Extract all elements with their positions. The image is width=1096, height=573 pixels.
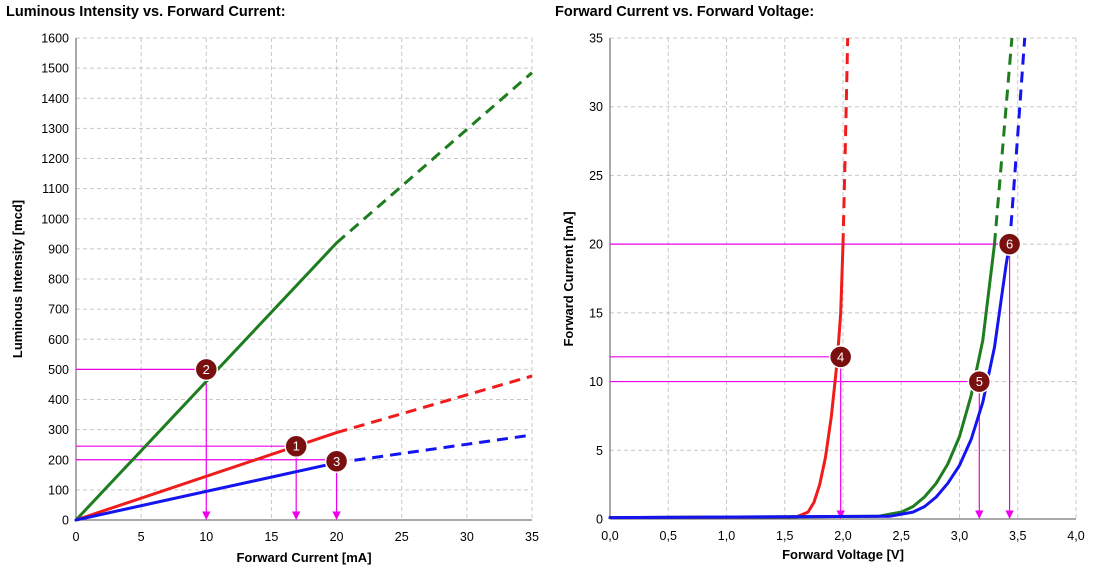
- y-tick-label: 300: [48, 423, 69, 437]
- y-tick-label: 600: [48, 333, 69, 347]
- chart-2: 0,0 0,5 1,0 1,5 2,0 2,5 3,0 3,5 4,0 0 5 10 15 20 25 30 3…: [561, 32, 1085, 563]
- y-tick-label: 0: [62, 514, 69, 528]
- x-tick-label: 2,5: [893, 529, 910, 543]
- y-tick-label: 1100: [42, 182, 69, 196]
- series-line-dashed: [1008, 37, 1027, 245]
- y-tick-label: 500: [48, 363, 69, 377]
- y-tick-label: 1600: [41, 32, 69, 46]
- x-tick-label: 1,5: [776, 529, 793, 543]
- y-tick-label: 1500: [41, 62, 69, 76]
- x-tick-label: 4,0: [1067, 529, 1084, 543]
- y-axis-label: Forward Current [mA]: [561, 211, 576, 346]
- marker-badge: [284, 434, 308, 458]
- series-line-solid: [608, 242, 996, 520]
- series-line-solid: [74, 241, 339, 522]
- x-tick-label: 20: [330, 530, 344, 544]
- y-tick-label: 25: [589, 169, 603, 183]
- x-axis-label: Forward Voltage [V]: [782, 547, 904, 562]
- marker-label: 1: [293, 439, 300, 454]
- x-tick-label: 3,0: [951, 529, 968, 543]
- series-line-dashed: [841, 37, 850, 245]
- marker-label: 2: [203, 362, 210, 377]
- x-tick-label: 0,0: [601, 529, 618, 543]
- y-tick-label: 35: [589, 32, 603, 46]
- x-tick-label: 3,5: [1009, 529, 1026, 543]
- y-tick-label: 1200: [41, 152, 69, 166]
- series-line-dashed: [335, 71, 533, 245]
- x-tick-label: 0: [73, 530, 80, 544]
- x-tick-label: 0,5: [660, 529, 677, 543]
- series-line-solid: [608, 242, 845, 520]
- marker-label: 3: [333, 454, 340, 469]
- x-tick-label: 5: [138, 530, 145, 544]
- series-line-solid: [74, 461, 339, 522]
- marker-label: 5: [976, 374, 983, 389]
- y-tick-label: 400: [48, 393, 69, 407]
- marker-badge: [997, 232, 1022, 256]
- y-tick-label: 100: [48, 483, 69, 497]
- y-tick-label: 5: [596, 444, 603, 458]
- chart-title: Forward Current vs. Forward Voltage:: [555, 4, 815, 20]
- series-line-dashed: [336, 374, 533, 435]
- marker-badge: [324, 449, 349, 474]
- series-line-dashed: [993, 37, 1014, 245]
- marker-badge: [967, 369, 992, 394]
- y-axis-label: Luminous Intensity [mcd]: [10, 200, 25, 358]
- y-tick-label: 30: [589, 100, 603, 114]
- marker-label: 6: [1006, 237, 1013, 252]
- x-tick-label: 35: [525, 530, 539, 544]
- y-tick-label: 0: [596, 513, 603, 527]
- x-tick-label: 25: [395, 530, 409, 544]
- y-tick-label: 700: [48, 303, 69, 317]
- y-tick-label: 15: [589, 306, 603, 320]
- y-tick-label: 900: [48, 242, 69, 256]
- x-tick-label: 10: [199, 530, 213, 544]
- chart-1: 0 5 10 15 20 25 30 35 0 100 200 300 400 500 600 700 800 9…: [10, 32, 539, 566]
- y-tick-label: 10: [589, 375, 603, 389]
- chart-title: Luminous Intensity vs. Forward Current:: [6, 4, 286, 20]
- marker-badge: [194, 357, 219, 382]
- x-tick-label: 15: [264, 530, 278, 544]
- y-tick-label: 1400: [41, 92, 69, 106]
- x-tick-label: 30: [460, 530, 474, 544]
- marker-badge: [828, 345, 853, 369]
- y-tick-label: 1000: [41, 212, 69, 226]
- y-tick-label: 20: [589, 238, 603, 252]
- series-line-dashed: [336, 433, 533, 465]
- y-tick-label: 800: [48, 273, 69, 287]
- x-tick-label: 2,0: [834, 529, 851, 543]
- marker-label: 4: [837, 349, 844, 364]
- series-line-solid: [608, 242, 1012, 520]
- x-axis-label: Forward Current [mA]: [236, 550, 371, 565]
- y-tick-label: 1300: [41, 122, 69, 136]
- y-tick-label: 200: [48, 453, 69, 467]
- x-tick-label: 1,0: [718, 529, 735, 543]
